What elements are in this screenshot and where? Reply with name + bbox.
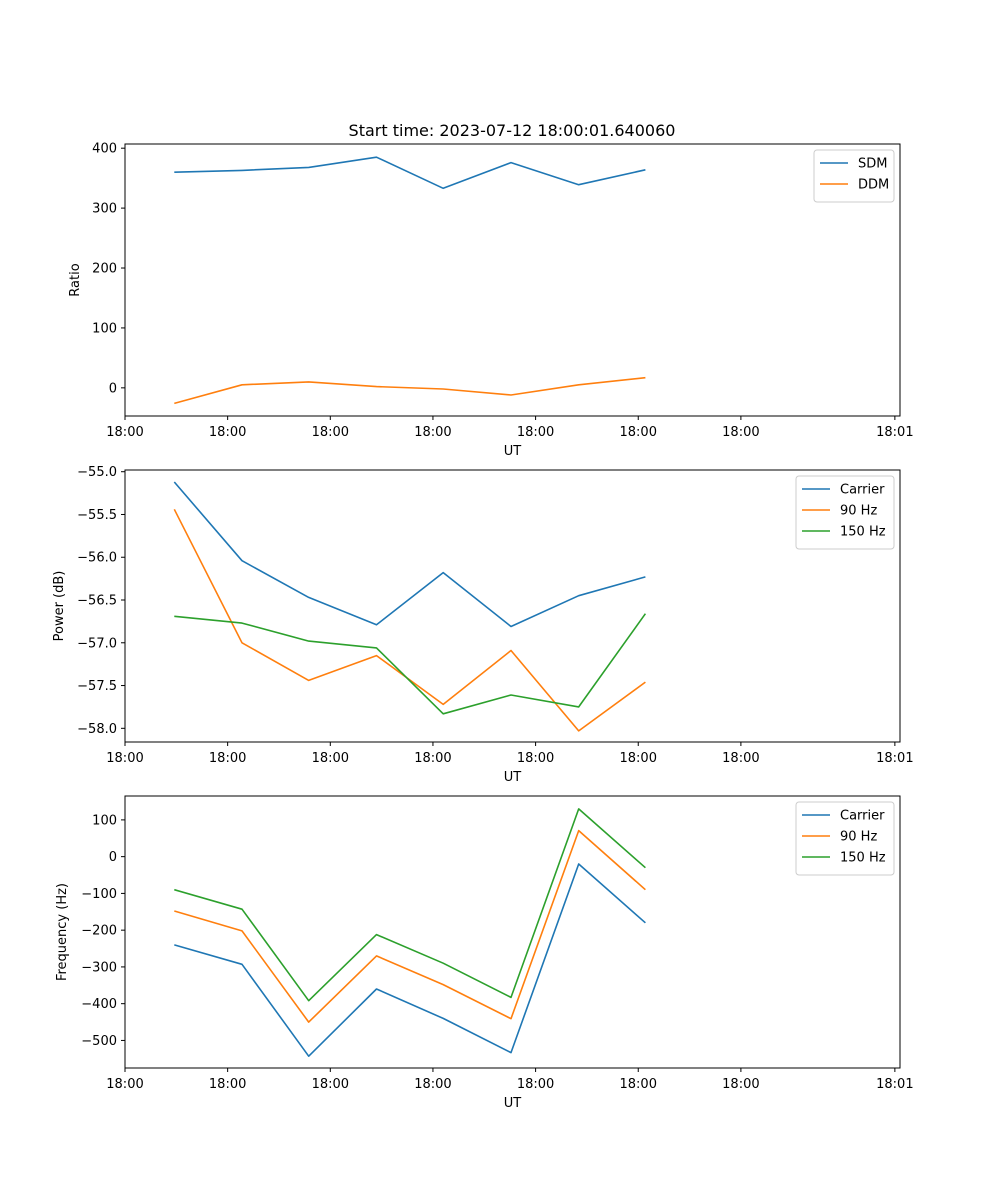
frequency-y-tick-label: −300	[81, 960, 117, 975]
power-x-tick-label: 18:00	[517, 751, 554, 766]
ratio-legend: SDM DDM	[813, 149, 895, 203]
ratio-panel: 18:00 18:00 18:00 18:00 18:00 18:00 18:00 18:01…	[68, 142, 914, 459]
ratio-x-tick-label: 18:00	[209, 425, 246, 440]
power-y-tick-label: −57.5	[77, 679, 117, 694]
power-legend-label: 150 Hz	[840, 525, 886, 540]
ratio-series-ddm-line	[174, 376, 646, 405]
ratio-x-tick-label: 18:00	[517, 425, 554, 440]
power-x-tick-label: 18:00	[722, 751, 759, 766]
ratio-x-tick-label: 18:00	[414, 425, 451, 440]
power-y-tick-label: −55.5	[77, 508, 117, 523]
power-legend-label: Carrier	[840, 483, 885, 498]
power-panel: 18:00 18:00 18:00 18:00 18:00 18:00 18:00 18:01…	[52, 465, 914, 785]
ratio-y-tick-label: 100	[92, 321, 117, 336]
ratio-y-axis-label: Ratio	[68, 263, 83, 296]
frequency-y-tick-label: −100	[81, 887, 117, 902]
frequency-x-axis-label: UT	[504, 1096, 522, 1111]
ratio-legend-label: SDM	[858, 157, 887, 172]
ratio-x-tick-label: 18:00	[312, 425, 349, 440]
power-y-tick-label: −55.0	[77, 465, 117, 480]
ratio-x-axis-label: UT	[504, 444, 522, 459]
frequency-x-tick-label: 18:00	[414, 1077, 451, 1092]
ratio-x-tick-label: 18:00	[722, 425, 759, 440]
power-x-tick-label: 18:00	[620, 751, 657, 766]
frequency-x-tick-label: 18:00	[620, 1077, 657, 1092]
ratio-y-tick-label: 200	[92, 262, 117, 277]
power-series-150-hz-line	[174, 613, 647, 715]
frequency-y-tick-label: 0	[109, 850, 117, 865]
frequency-legend: Carrier 90 Hz 150 Hz	[795, 801, 895, 876]
frequency-x-tick-label: 18:00	[722, 1077, 759, 1092]
ratio-series-sdm-line	[174, 156, 646, 190]
frequency-legend-label: Carrier	[840, 809, 885, 824]
power-y-axis-label: Power (dB)	[52, 571, 67, 642]
power-legend-label: 90 Hz	[840, 504, 877, 519]
frequency-y-tick-label: −200	[81, 924, 117, 939]
ratio-x-tick-label: 18:01	[876, 425, 913, 440]
frequency-y-tick-label: −500	[81, 1034, 117, 1049]
frequency-legend-label: 150 Hz	[840, 851, 886, 866]
power-series-carrier-line	[173, 481, 646, 628]
ratio-legend-label: DDM	[858, 178, 889, 193]
ratio-y-tick-label: 0	[109, 381, 117, 396]
power-y-tick-label: −57.0	[77, 636, 117, 651]
frequency-series-carrier-line	[174, 863, 646, 1057]
frequency-legend-label: 90 Hz	[840, 830, 877, 845]
frequency-y-axis-label: Frequency (Hz)	[55, 883, 70, 981]
frequency-axes-frame	[124, 795, 901, 1069]
frequency-y-tick-label: −400	[81, 997, 117, 1012]
power-y-tick-label: −58.0	[77, 722, 117, 737]
ratio-y-tick-label: 300	[92, 202, 117, 217]
power-x-tick-label: 18:01	[876, 751, 913, 766]
frequency-y-tick-label: 100	[92, 813, 117, 828]
power-x-tick-label: 18:00	[209, 751, 246, 766]
frequency-x-tick-label: 18:00	[209, 1077, 246, 1092]
power-legend: Carrier 90 Hz 150 Hz	[795, 475, 895, 550]
power-y-tick-label: −56.5	[77, 594, 117, 609]
ratio-y-tick-label: 400	[92, 142, 117, 157]
power-x-tick-label: 18:00	[312, 751, 349, 766]
ratio-axes-frame	[124, 143, 901, 417]
power-y-tick-label: −56.0	[77, 551, 117, 566]
frequency-x-tick-label: 18:01	[876, 1077, 913, 1092]
power-x-tick-label: 18:00	[106, 751, 143, 766]
frequency-x-tick-label: 18:00	[312, 1077, 349, 1092]
ratio-x-tick-label: 18:00	[620, 425, 657, 440]
frequency-panel: 18:00 18:00 18:00 18:00 18:00 18:00 18:00 18:01…	[55, 795, 914, 1111]
power-axes-frame	[124, 469, 901, 743]
power-x-axis-label: UT	[504, 770, 522, 785]
power-x-tick-label: 18:00	[414, 751, 451, 766]
frequency-x-tick-label: 18:00	[517, 1077, 554, 1092]
frequency-x-tick-label: 18:00	[106, 1077, 143, 1092]
ratio-x-tick-label: 18:00	[106, 425, 143, 440]
figure-title: Start time: 2023-07-12 18:00:01.640060	[349, 121, 676, 140]
frequency-series-90-hz-line	[174, 829, 646, 1023]
frequency-series-150-hz-line	[174, 808, 646, 1002]
